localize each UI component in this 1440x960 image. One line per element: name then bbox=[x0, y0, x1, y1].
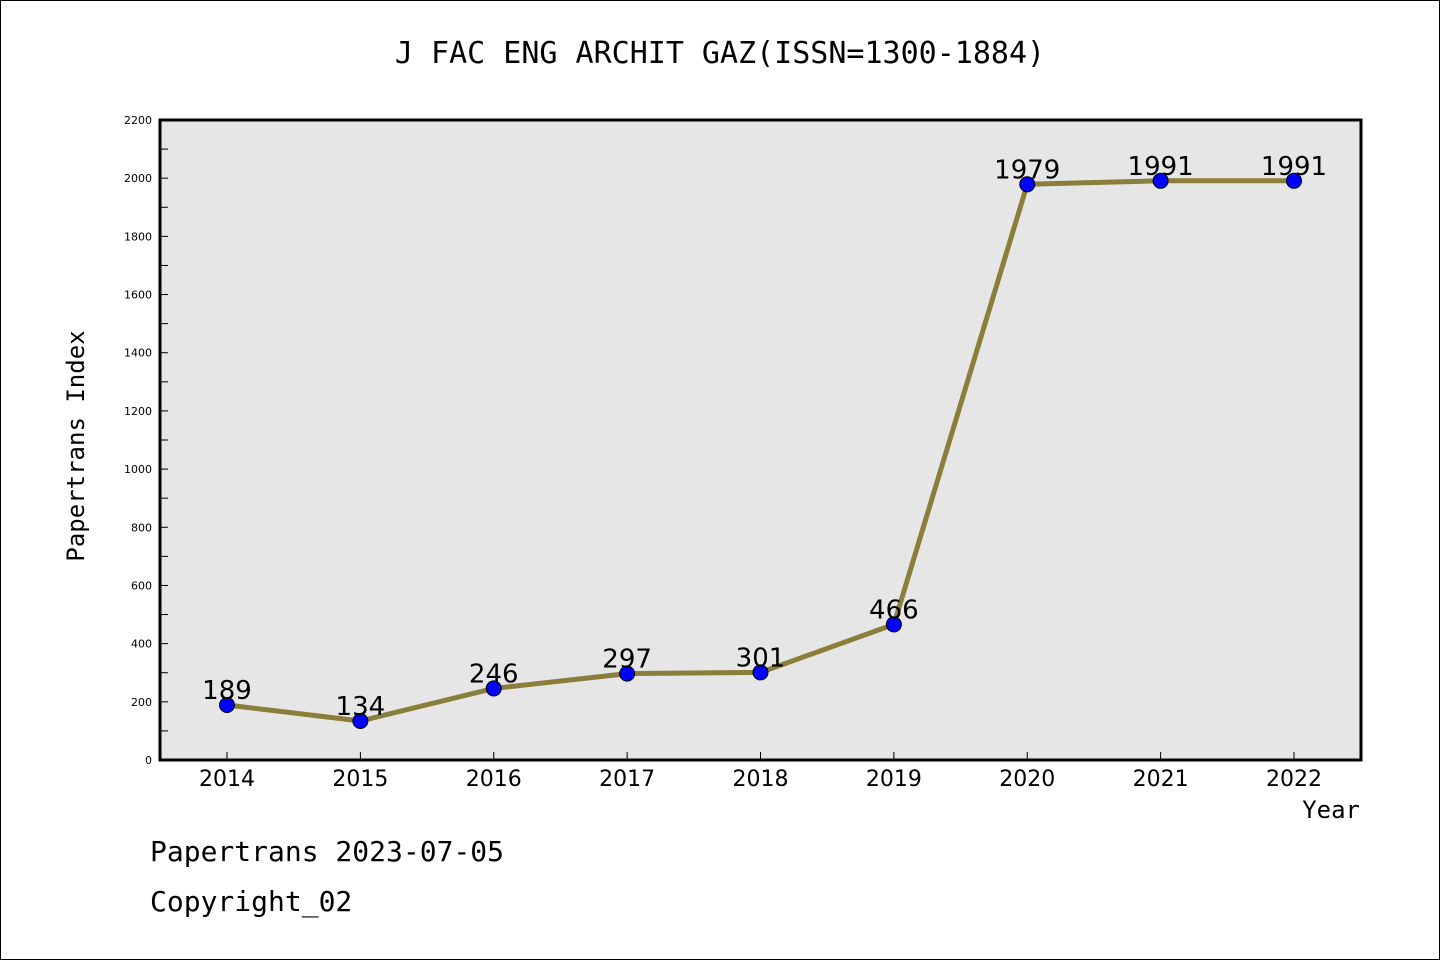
x-tick-label: 2015 bbox=[332, 767, 388, 792]
y-tick-label: 1000 bbox=[124, 463, 152, 476]
data-point bbox=[485, 680, 502, 697]
x-tick-label: 2018 bbox=[733, 767, 789, 792]
y-tick-label: 0 bbox=[145, 754, 152, 767]
copyright-label: Copyright_02 bbox=[150, 885, 353, 918]
data-label: 1991 bbox=[1261, 152, 1327, 182]
x-tick-label: 2020 bbox=[999, 767, 1055, 792]
data-label: 1979 bbox=[994, 155, 1060, 185]
data-point bbox=[885, 616, 902, 633]
data-label: 189 bbox=[202, 676, 252, 706]
y-tick-label: 1200 bbox=[124, 405, 152, 418]
data-point bbox=[219, 697, 235, 714]
y-tick-label: 1600 bbox=[124, 289, 152, 302]
x-tick-label: 2021 bbox=[1133, 767, 1189, 792]
x-tick-label: 2014 bbox=[199, 767, 255, 792]
x-tick-label: 2016 bbox=[466, 767, 522, 792]
y-tick-label: 1400 bbox=[124, 347, 152, 360]
y-tick-label: 800 bbox=[131, 521, 152, 534]
data-label: 134 bbox=[336, 692, 386, 722]
data-label: 246 bbox=[469, 659, 519, 689]
data-label: 297 bbox=[602, 645, 652, 675]
data-label: 466 bbox=[869, 595, 919, 625]
plot-area bbox=[160, 120, 1361, 760]
plot-border bbox=[158, 118, 1363, 762]
y-tick-label: 600 bbox=[131, 579, 152, 592]
x-tick-label: 2019 bbox=[866, 767, 922, 792]
data-point bbox=[1152, 172, 1169, 189]
data-point bbox=[1019, 176, 1036, 193]
x-tick-label: 2017 bbox=[599, 767, 655, 792]
source-date-label: Papertrans 2023-07-05 bbox=[150, 835, 505, 868]
data-point bbox=[352, 713, 369, 730]
data-point bbox=[1286, 172, 1302, 189]
y-tick-label: 400 bbox=[131, 638, 152, 651]
y-tick-label: 1800 bbox=[124, 230, 152, 243]
data-label: 1991 bbox=[1128, 152, 1194, 182]
y-tick-label: 2000 bbox=[124, 172, 152, 185]
data-point bbox=[752, 664, 769, 681]
data-label: 301 bbox=[736, 643, 786, 673]
y-tick-label: 2200 bbox=[124, 114, 152, 127]
data-point bbox=[619, 665, 636, 682]
x-axis-label: Year bbox=[1302, 796, 1360, 824]
y-tick-label: 200 bbox=[131, 696, 152, 709]
x-tick-label: 2022 bbox=[1266, 767, 1322, 792]
chart-title: J FAC ENG ARCHIT GAZ(ISSN=1300-1884) bbox=[394, 36, 1046, 71]
